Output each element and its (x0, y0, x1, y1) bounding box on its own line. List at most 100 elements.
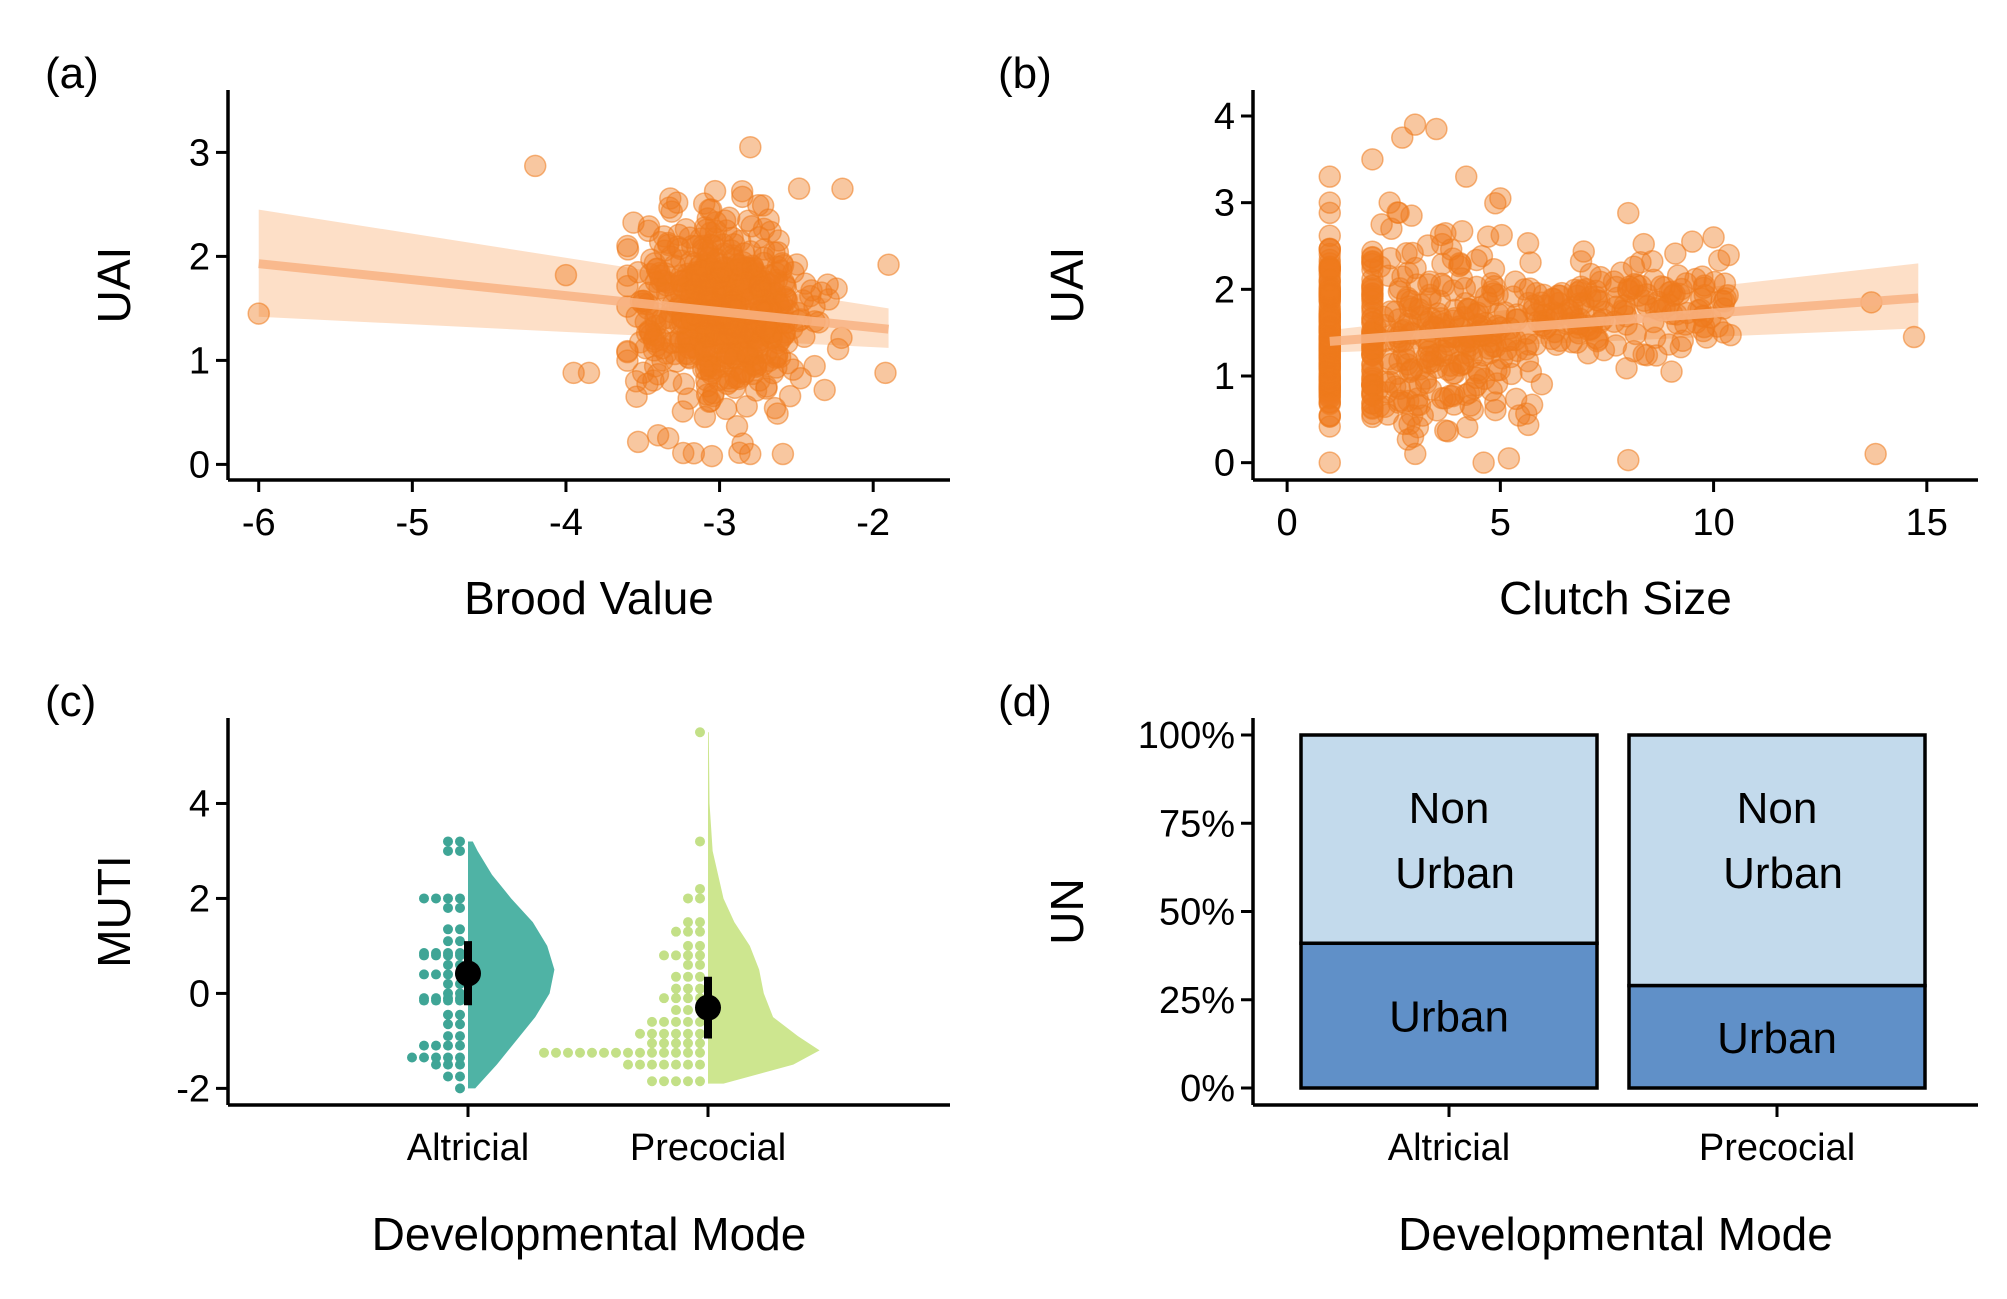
x-tick-label: 10 (1692, 502, 1734, 544)
data-point (1361, 285, 1384, 308)
data-point (703, 227, 727, 251)
y-tick-label: 75% (1159, 803, 1235, 845)
raw-data-dot (695, 883, 705, 894)
data-point (1379, 370, 1402, 394)
data-point (734, 271, 758, 294)
y-axis-title: UAI (1041, 247, 1093, 324)
raw-data-dot (695, 836, 705, 847)
raw-data-dot (431, 1040, 441, 1051)
data-point (1864, 442, 1887, 466)
data-point (1318, 238, 1342, 261)
raw-data-dot (683, 1076, 693, 1087)
data-point (1441, 279, 1465, 302)
data-point (1409, 293, 1433, 316)
data-point (718, 342, 742, 366)
data-point (626, 430, 650, 454)
data-point (1517, 333, 1540, 356)
data-point (730, 179, 754, 203)
data-point (1318, 371, 1342, 394)
data-point (1666, 264, 1690, 287)
data-point (1589, 265, 1612, 289)
data-point (733, 362, 756, 386)
x-tick-label: 0 (1277, 502, 1298, 544)
raw-data-dot (695, 917, 705, 928)
raw-data-dot (431, 950, 441, 961)
data-point (771, 442, 795, 466)
data-point (709, 259, 733, 283)
data-point (1476, 225, 1500, 248)
y-tick-label: 100% (1138, 715, 1235, 757)
data-point (1617, 201, 1640, 225)
raw-data-dot (683, 1016, 693, 1027)
data-point (707, 368, 730, 392)
data-point (646, 424, 670, 447)
raw-data-dot (563, 1047, 573, 1058)
data-point (616, 349, 639, 372)
bar-label-urban-line2: Urban (1395, 849, 1515, 898)
raw-data-dot (683, 1005, 693, 1016)
data-point (1467, 361, 1491, 385)
raw-data-dot (671, 1016, 681, 1027)
bar-urban (1299, 941, 1599, 1090)
data-point (1318, 165, 1342, 188)
data-point (1502, 285, 1525, 308)
panel-label: (b) (998, 49, 1052, 98)
x-tick-label: -3 (703, 502, 737, 544)
y-tick-label: 1 (1214, 356, 1235, 398)
raw-data-dot (695, 959, 705, 970)
raw-data-dot (683, 950, 693, 961)
raw-data-dot (683, 1059, 693, 1070)
data-point (747, 225, 771, 249)
y-tick-label: 1 (189, 340, 210, 382)
data-point (1419, 378, 1443, 401)
raw-data-dot (443, 969, 453, 980)
raw-data-dot (539, 1047, 549, 1058)
data-point (1436, 358, 1460, 382)
raw-data-dot (455, 924, 465, 935)
bar-label-urban: Urban (1389, 993, 1509, 1042)
bar-non-urban (1299, 733, 1599, 946)
data-point (705, 248, 729, 271)
data-point (778, 384, 802, 408)
raw-data-dot (659, 993, 669, 1004)
raw-data-dot (443, 1019, 453, 1030)
data-point (1379, 247, 1402, 270)
data-point (1703, 270, 1726, 294)
data-point (1396, 286, 1419, 310)
data-point (1318, 451, 1342, 474)
data-point (616, 238, 640, 261)
bar-label-non: Non (1737, 784, 1818, 833)
y-tick-label: 4 (189, 783, 210, 825)
raw-data-dot (695, 983, 705, 994)
data-point (1645, 344, 1668, 367)
raw-data-dot (695, 1028, 705, 1039)
raw-data-dot (443, 893, 453, 904)
data-point (763, 281, 787, 305)
data-point (1318, 353, 1342, 376)
x-tick-label: Altricial (407, 1127, 529, 1169)
raw-data-dot (455, 936, 465, 947)
data-point (1717, 243, 1740, 267)
data-point (1548, 284, 1572, 308)
data-point (1452, 306, 1476, 329)
bar-label-urban: Urban (1717, 1014, 1837, 1063)
raw-data-dot (623, 1047, 633, 1058)
raw-data-dot (455, 1059, 465, 1070)
raw-data-dot (443, 1040, 453, 1051)
x-axis-title: Clutch Size (1499, 572, 1732, 624)
raw-data-dot (455, 836, 465, 847)
data-point (1480, 271, 1504, 295)
data-point (1624, 322, 1647, 346)
raw-data-dot (683, 1047, 693, 1058)
data-point (771, 253, 795, 277)
data-point (735, 395, 758, 418)
data-point (813, 378, 836, 402)
data-point (1318, 415, 1342, 438)
data-point (1572, 240, 1595, 263)
raw-data-dot (659, 1016, 669, 1027)
x-axis-title: Brood Value (464, 572, 714, 624)
raw-data-dot (455, 995, 465, 1006)
y-tick-label: 2 (189, 878, 210, 920)
data-point (554, 263, 578, 287)
data-point (775, 288, 798, 312)
